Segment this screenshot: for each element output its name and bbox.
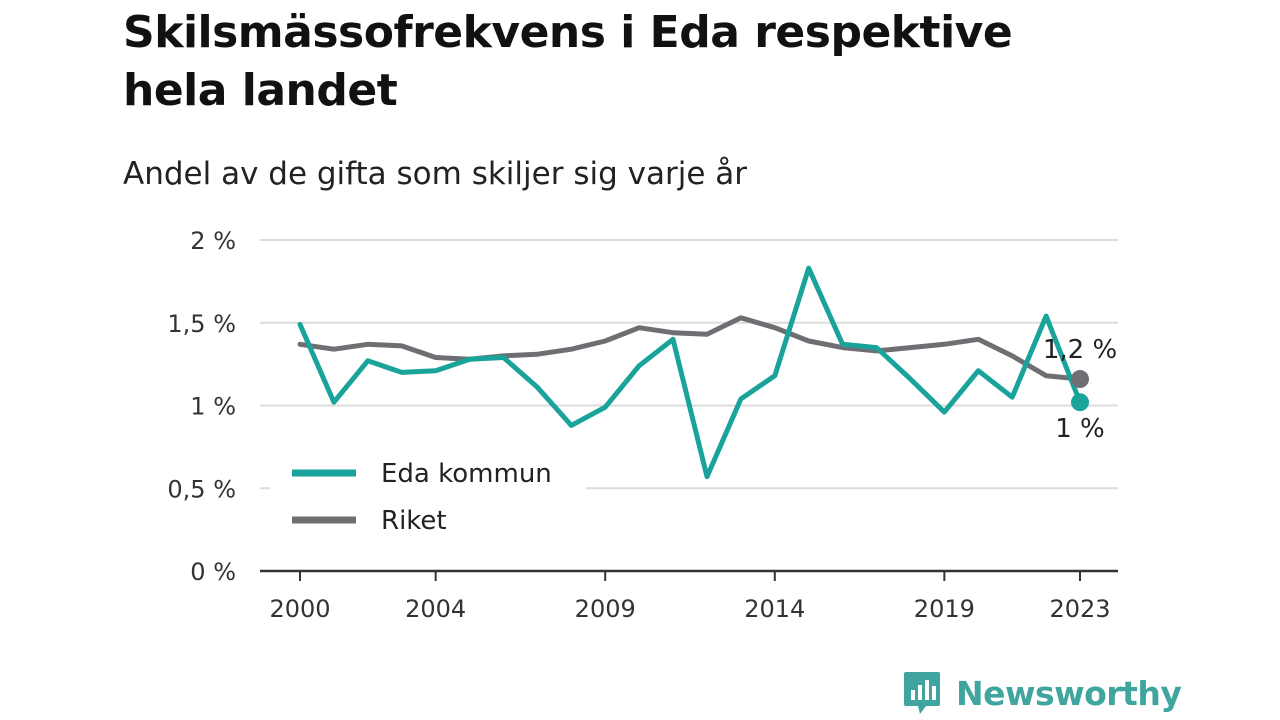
chart-title: Skilsmässofrekvens i Eda respektive hela… xyxy=(123,7,1013,116)
y-tick-label: 0 % xyxy=(190,558,236,586)
newsworthy-chart-bubble-icon xyxy=(904,672,940,714)
series-line-eda-kommun xyxy=(297,265,1083,480)
legend: Eda kommun Riket xyxy=(270,446,586,546)
y-axis-tick-labels: 0 % 0,5 % 1 % 1,5 % 2 % xyxy=(167,227,236,586)
series-end-label: 1,2 % xyxy=(1043,335,1117,365)
x-tick-label: 2000 xyxy=(269,595,330,623)
x-tick-label: 2014 xyxy=(744,595,805,623)
series-endpoints: 1 % 1,2 % xyxy=(1043,335,1117,444)
legend-label: Riket xyxy=(381,506,447,536)
x-axis-tick-labels: 2000 2004 2009 2014 2019 2023 xyxy=(269,595,1110,623)
y-tick-label: 2 % xyxy=(190,227,236,255)
x-tick-label: 2019 xyxy=(914,595,975,623)
series-end-label: 1 % xyxy=(1055,414,1105,444)
newsworthy-logo: Newsworthy xyxy=(902,668,1182,718)
chart-subtitle: Andel av de gifta som skiljer sig varje … xyxy=(123,156,747,192)
x-tick-label: 2009 xyxy=(575,595,636,623)
x-tick-label: 2004 xyxy=(405,595,466,623)
legend-background xyxy=(270,446,586,546)
series-endpoint-marker xyxy=(1071,393,1089,412)
x-axis xyxy=(260,569,1118,581)
y-tick-label: 0,5 % xyxy=(167,475,236,503)
y-tick-label: 1 % xyxy=(190,393,236,421)
series-endpoint-marker xyxy=(1071,370,1089,389)
x-tick-label: 2023 xyxy=(1049,595,1110,623)
y-tick-label: 1,5 % xyxy=(167,310,236,338)
legend-label: Eda kommun xyxy=(381,459,552,489)
brand-name: Newsworthy xyxy=(956,673,1182,713)
series-lines xyxy=(297,265,1083,480)
series-line-riket xyxy=(297,315,1083,382)
